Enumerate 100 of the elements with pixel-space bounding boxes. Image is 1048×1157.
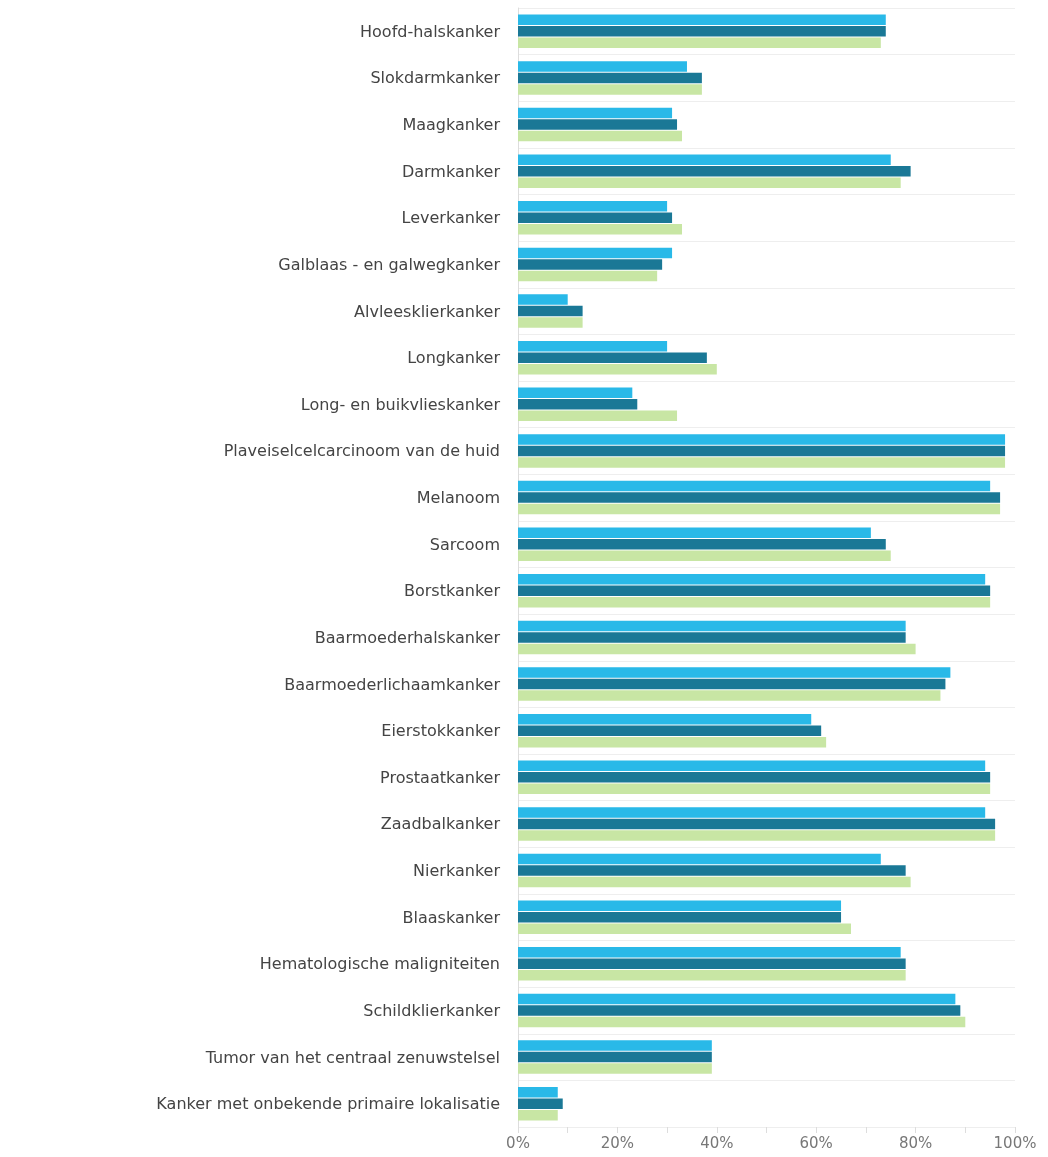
bar <box>518 247 673 259</box>
bar <box>518 107 673 119</box>
bar <box>518 492 1001 503</box>
bar <box>518 434 1006 445</box>
bar <box>518 876 911 888</box>
y-tick-label: Hoofd-halskanker <box>360 21 501 41</box>
bar <box>518 457 1006 468</box>
bar <box>518 14 886 26</box>
bar <box>518 923 851 934</box>
y-tick-label: Longkanker <box>407 348 501 368</box>
y-tick-label: Borstkanker <box>404 581 501 601</box>
bar <box>518 177 901 188</box>
x-tick-label: 80% <box>898 1133 933 1152</box>
x-tick-label: 100% <box>993 1133 1037 1152</box>
bar <box>518 1109 558 1121</box>
x-tick-label: 20% <box>600 1133 635 1152</box>
bar <box>518 1098 563 1109</box>
y-tick-label: Eierstokkanker <box>381 721 501 741</box>
bar <box>518 760 986 772</box>
bar <box>518 958 906 970</box>
bar <box>518 61 687 72</box>
y-tick-label: Schildklierkanker <box>363 1000 501 1020</box>
bar <box>518 201 668 212</box>
y-tick-label: Galblaas - en galwegkanker <box>278 254 501 274</box>
bar <box>518 154 891 165</box>
bar <box>518 84 702 95</box>
bar <box>518 585 991 597</box>
bar <box>518 165 911 177</box>
bar <box>518 1051 712 1063</box>
bar <box>518 72 702 84</box>
bar <box>518 352 707 363</box>
bar <box>518 947 901 958</box>
bar <box>518 1005 961 1016</box>
bar <box>518 317 583 328</box>
bar <box>518 713 812 725</box>
bar <box>518 26 886 37</box>
bar <box>518 1016 966 1028</box>
bar <box>518 772 991 783</box>
y-tick-label: Tumor van het centraal zenuwstelsel <box>204 1047 500 1067</box>
y-tick-label: Baarmoederlichaamkanker <box>284 674 501 694</box>
x-tick-label: 40% <box>700 1133 734 1152</box>
bar <box>518 363 717 375</box>
bar <box>518 119 678 130</box>
bar <box>518 527 871 538</box>
x-tick-label: 60% <box>799 1133 833 1152</box>
bar <box>518 574 986 585</box>
bar <box>518 632 906 643</box>
y-tick-label: Blaaskanker <box>402 907 501 927</box>
bar <box>518 259 663 270</box>
bar <box>518 270 658 282</box>
y-tick-label: Slokdarmkanker <box>370 68 501 88</box>
x-tick-label: 0% <box>506 1133 530 1152</box>
bar <box>518 900 842 911</box>
bar <box>518 294 568 305</box>
bar <box>518 970 906 981</box>
bar <box>518 305 583 317</box>
y-tick-label: Nierkanker <box>413 861 501 881</box>
bar <box>518 1040 712 1051</box>
bar <box>518 480 991 492</box>
y-tick-label: Prostaatkanker <box>380 767 501 787</box>
y-tick-label: Leverkanker <box>401 208 501 228</box>
bar <box>518 690 941 701</box>
bar <box>518 620 906 632</box>
bar <box>518 224 683 235</box>
bar <box>518 212 673 224</box>
bar <box>518 1063 712 1074</box>
bar <box>518 853 881 865</box>
y-tick-label: Maagkanker <box>402 115 501 135</box>
bar <box>518 643 916 655</box>
bar <box>518 597 991 608</box>
y-tick-label: Baarmoederhalskanker <box>314 627 501 647</box>
bar <box>518 538 886 550</box>
bar <box>518 830 996 841</box>
y-tick-label: Melanoom <box>416 488 500 508</box>
bar <box>518 410 678 422</box>
bar <box>518 667 951 678</box>
bar <box>518 340 668 352</box>
bar <box>518 725 822 736</box>
bar <box>518 399 638 410</box>
bar <box>518 911 842 923</box>
y-tick-label: Alvleesklierkanker <box>354 301 501 321</box>
bar <box>518 736 827 748</box>
bar <box>518 503 1001 515</box>
bar <box>518 865 906 876</box>
y-tick-label: Kanker met onbekende primaire lokalisatie <box>156 1094 500 1114</box>
y-tick-label: Plaveiselcelcarcinoom van de huid <box>223 441 500 461</box>
y-tick-label: Hematologische maligniteiten <box>259 954 500 974</box>
y-tick-label: Zaadbalkanker <box>380 814 501 834</box>
bar <box>518 445 1006 457</box>
bar <box>518 387 633 399</box>
bar <box>518 678 946 690</box>
bar <box>518 807 986 818</box>
y-tick-label: Darmkanker <box>401 161 501 181</box>
bar <box>518 37 881 49</box>
bar <box>518 1086 558 1098</box>
y-tick-label: Long- en buikvlieskanker <box>300 394 501 414</box>
bar <box>518 818 996 830</box>
bar <box>518 783 991 795</box>
bar <box>518 550 891 561</box>
bar <box>518 130 683 142</box>
